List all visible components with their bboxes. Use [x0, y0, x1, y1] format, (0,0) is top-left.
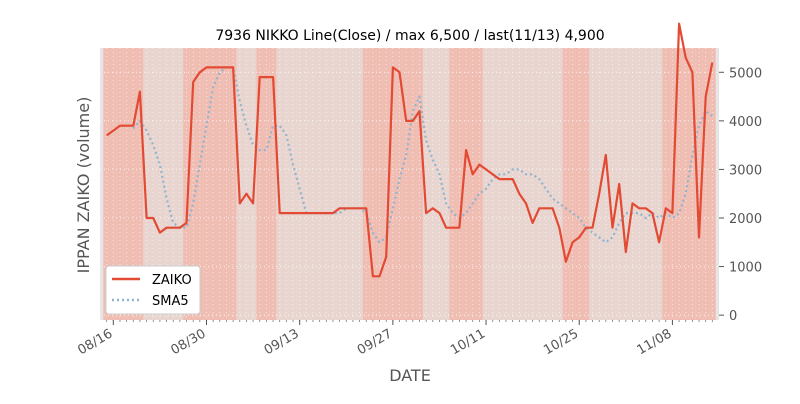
- x-tick-label: 08/30: [169, 326, 209, 358]
- y-tick-label: 2000: [729, 212, 762, 227]
- x-tick-label: 10/25: [541, 326, 581, 358]
- x-tick-label: 11/08: [634, 326, 674, 358]
- x-tick-label: 08/16: [75, 326, 115, 358]
- series-line-sma5: [132, 66, 713, 244]
- y-tick-label: 4000: [729, 115, 762, 130]
- y-axis-title: IPPAN ZAIKO (volume): [74, 97, 93, 274]
- legend-label-zaiko: ZAIKO: [152, 273, 192, 288]
- chart-title: 7936 NIKKO Line(Close) / max 6,500 / las…: [215, 28, 604, 44]
- legend: ZAIKO SMA5: [105, 265, 201, 315]
- y-tick-label: 0: [729, 309, 737, 324]
- x-axis-title: DATE: [389, 366, 431, 385]
- series-line-zaiko: [106, 22, 714, 278]
- x-tick-label: 09/13: [262, 326, 302, 358]
- gridlines: [100, 48, 719, 320]
- y-tick-label: 3000: [729, 163, 762, 178]
- x-tick-label: 09/27: [355, 326, 395, 358]
- x-tick-label: 10/11: [448, 326, 488, 358]
- legend-label-sma5: SMA5: [152, 294, 189, 309]
- y-tick-label: 1000: [729, 261, 762, 276]
- y-tick-label: 5000: [729, 66, 762, 81]
- y-axis-ticks: 0 1000 2000 3000 4000 5000: [719, 66, 762, 324]
- x-axis-ticks: 08/16 08/30 09/13 09/27 10/11 10/25 11/08: [75, 320, 713, 358]
- series-lines: [106, 22, 714, 278]
